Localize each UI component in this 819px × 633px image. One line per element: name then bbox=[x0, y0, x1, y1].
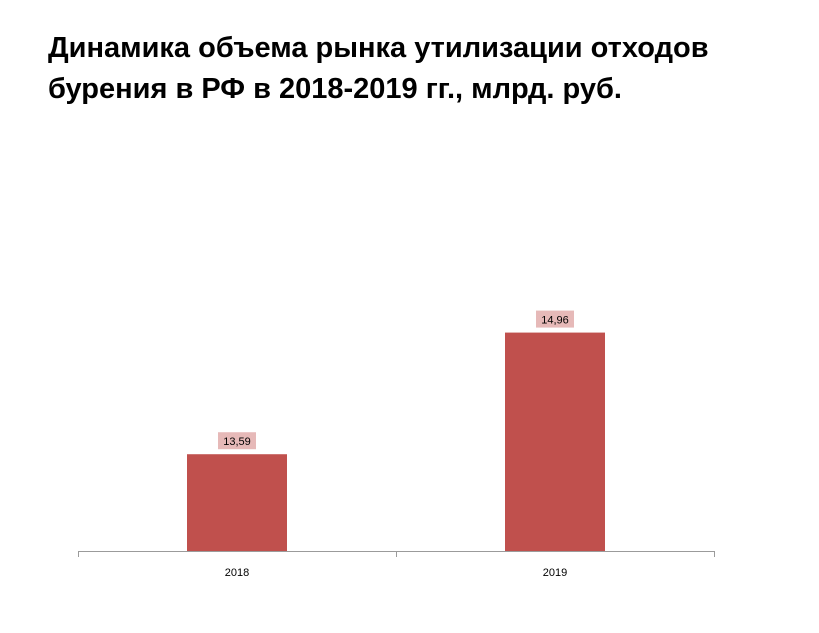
data-label-bg-2019 bbox=[536, 310, 574, 328]
chart-marks: 13,59 14,96 bbox=[187, 310, 605, 551]
bar-2019 bbox=[505, 332, 605, 551]
data-label-bg-2018 bbox=[218, 432, 256, 450]
data-label-2018: 13,59 bbox=[223, 436, 251, 448]
data-label-2019: 14,96 bbox=[541, 315, 569, 327]
x-tick-label-2019: 2019 bbox=[543, 567, 567, 579]
bar-2018 bbox=[187, 454, 287, 551]
chart-title-line-2: бурения в РФ в 2018-2019 гг., млрд. руб. bbox=[48, 73, 622, 105]
chart-title: Динамика объема рынка утилизации отходов… bbox=[48, 28, 808, 110]
x-axis-ticks: 2018 2019 bbox=[78, 551, 715, 579]
x-tick-label-2018: 2018 bbox=[225, 567, 249, 579]
chart-title-line-1: Динамика объема рынка утилизации отходов bbox=[48, 32, 709, 64]
